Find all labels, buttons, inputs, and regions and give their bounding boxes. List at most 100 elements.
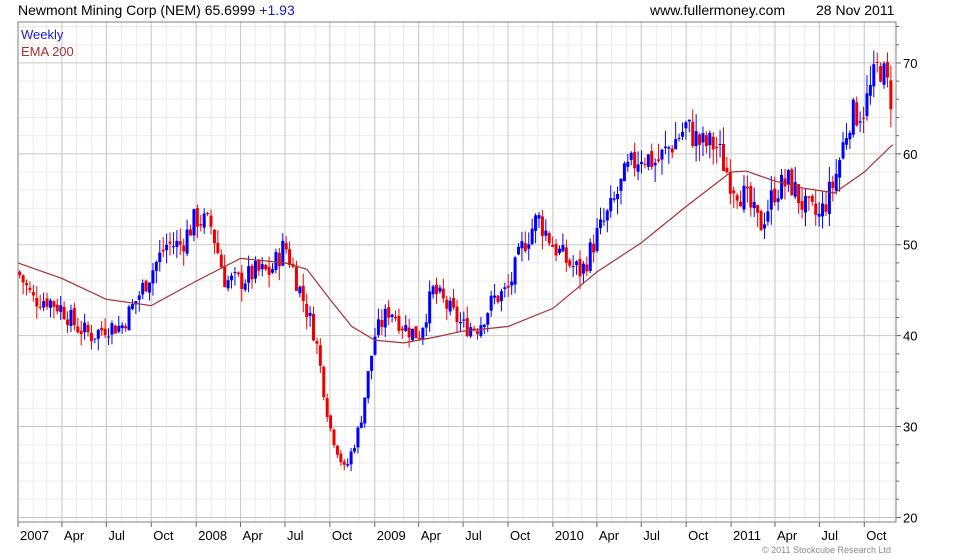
candle-body [315,341,319,344]
candle-body [694,131,698,146]
candle-body [366,371,370,399]
candle-body [89,332,93,342]
candle-body [202,213,206,228]
ema-200-line [17,144,894,344]
candle-body [233,272,237,274]
candle-body [171,246,175,248]
candle-body [110,323,114,335]
candle-body [674,139,678,150]
chart-date: 28 Nov 2011 [816,2,895,18]
price-change: +1.93 [259,2,295,18]
candle-body [66,319,70,326]
candle-body [759,211,763,231]
candle-body [226,280,230,289]
candle-body [643,163,647,165]
candle-body [294,266,298,291]
candle-body [312,313,316,341]
x-tick-label: 2011 [733,528,761,543]
candle-body [141,282,145,295]
candle-body [301,285,305,302]
candle-body [267,266,271,275]
candle-body [76,326,80,333]
candle-body [865,93,869,116]
candle-body [189,229,193,236]
candle-body [25,283,29,286]
candle-body [482,324,486,327]
y-tick-label: 40 [903,329,917,344]
candle-body [749,186,753,208]
candle-body [151,270,155,284]
candle-body [137,295,141,300]
candle-body [575,261,579,265]
candle-body [540,216,544,236]
candle-body [38,306,42,308]
candle-body [445,299,449,309]
candle-body [411,328,415,341]
candle-body [889,80,893,110]
candle-body [732,190,736,194]
candle-body [609,198,613,212]
y-tick-label: 20 [903,510,917,525]
candle-body [499,291,503,302]
y-tick-label: 60 [903,147,917,162]
candle-body [742,185,746,210]
candle-body [195,208,199,227]
candle-body [161,249,165,252]
candle-body [868,84,872,96]
candle-body [827,181,831,214]
candle-body [298,286,302,294]
candle-body [288,249,292,266]
candle-body [349,451,353,465]
candle-body [708,132,712,146]
candle-body [250,265,254,280]
candle-body [353,448,357,452]
candle-body [230,275,234,281]
candle-body [240,272,244,289]
candle-body [45,298,49,307]
y-tick-label: 50 [903,238,917,253]
x-tick-label: Jul [643,528,660,543]
candle-body [124,326,128,329]
candle-body [684,122,688,129]
candle-body [264,264,268,270]
candle-body [786,170,790,185]
y-tick-label: 70 [903,56,917,71]
candle-body [879,65,883,82]
candle-body [178,241,182,245]
candle-body [424,322,428,328]
candle-body [260,264,264,270]
candle-body [55,304,59,312]
candle-body [578,258,582,277]
candle-body [318,345,322,366]
x-tick-label: 2010 [555,528,584,543]
candle-body [568,260,572,266]
candle-body [639,161,643,165]
candle-body [841,142,845,159]
candle-body [554,244,558,256]
candle-body [414,326,418,339]
candle-body [544,230,548,236]
candle-body [277,252,281,267]
x-tick-label: Apr [777,528,798,543]
candle-body [332,429,336,446]
candle-body [243,283,247,290]
candle-body [404,325,408,331]
candle-body [855,102,859,126]
x-tick-label: Apr [599,528,620,543]
candle-body [373,336,377,355]
x-tick-label: 2007 [20,528,49,543]
candle-body [93,338,97,340]
candle-body [557,248,561,254]
candle-body [670,148,674,153]
candle-body [417,337,421,339]
candle-body [858,121,862,123]
candle-body [271,269,275,273]
candle-body [356,427,360,448]
candle-body [838,160,842,178]
candle-body [376,319,380,336]
candle-body [821,203,825,217]
plot-frame [17,21,897,523]
candle-body [83,322,87,333]
candle-body [612,198,616,200]
